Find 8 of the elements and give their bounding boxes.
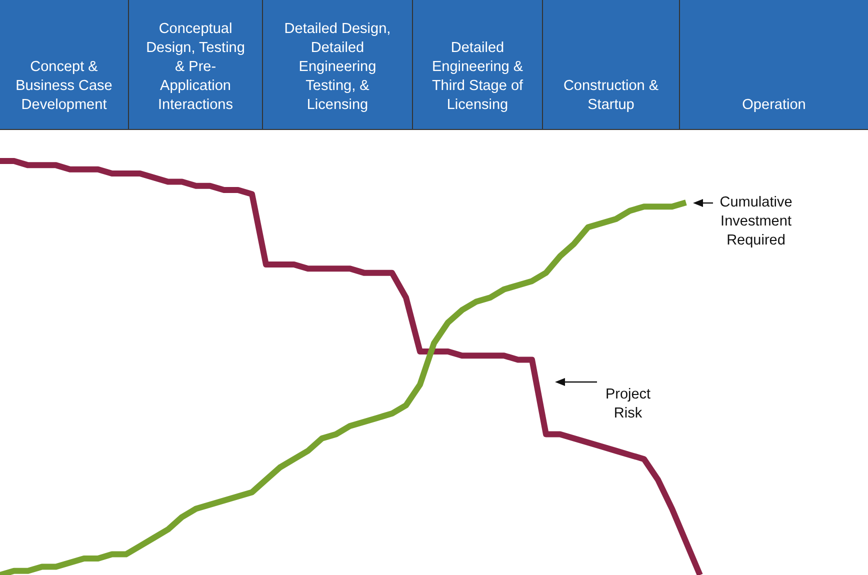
text: Concept & Business Case Development: [0, 0, 129, 129]
text: Construction & Startup: [543, 0, 680, 129]
series-label: Project Risk: [605, 386, 651, 422]
text: Operation: [741, 96, 807, 115]
text: Detailed Engineering & Third Stage of Licensing: [413, 0, 543, 129]
text: Cumulative Investment Required: [720, 194, 792, 248]
text: Conceptual Design, Testing & Pre-Application Interactions: [129, 0, 263, 129]
text: Detailed Design, Detailed Engineering Testing, & Licensing: [263, 0, 413, 129]
